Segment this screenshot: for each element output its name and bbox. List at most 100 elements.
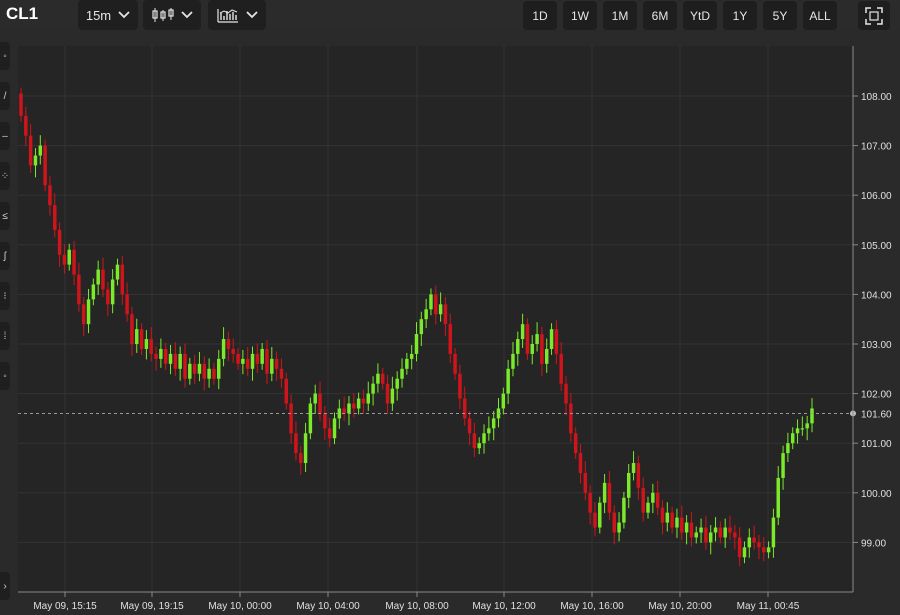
candle: [559, 353, 563, 384]
candle: [236, 353, 240, 364]
candle: [573, 433, 578, 454]
last-price-label: 101.60: [861, 409, 892, 420]
range-ytd-button[interactable]: YtD: [683, 1, 717, 30]
interval-dropdown[interactable]: 15m: [78, 0, 138, 30]
candle: [173, 353, 178, 369]
chart-toolbar: CL1 15m 1D 1W 1M 6M YtD 1Y 5Y ALL: [0, 0, 900, 30]
range-1m-button[interactable]: 1M: [603, 1, 637, 30]
candle: [617, 522, 621, 533]
candle: [598, 502, 602, 528]
candle: [299, 453, 303, 464]
range-1d-button[interactable]: 1D: [523, 1, 557, 30]
tool-crosshair[interactable]: ◦: [0, 42, 10, 70]
y-tick-label: 103.00: [861, 340, 892, 351]
tool-fibonacci[interactable]: ≤: [0, 202, 10, 230]
brush-icon: ʃ: [3, 250, 7, 262]
y-tick-label: 107.00: [861, 142, 892, 153]
candle: [19, 93, 23, 116]
candle: [101, 269, 105, 290]
candle: [67, 249, 71, 265]
candle: [120, 264, 125, 295]
candle: [723, 527, 727, 538]
tool-pattern[interactable]: ⁘: [0, 162, 10, 190]
candle: [699, 527, 703, 533]
candle: [149, 339, 153, 354]
candle: [400, 368, 404, 379]
candle: [631, 463, 636, 473]
candle: [250, 353, 255, 369]
candle: [516, 339, 520, 354]
candle: [718, 527, 723, 538]
range-1y-button[interactable]: 1Y: [723, 1, 757, 30]
fullscreen-icon: [865, 6, 883, 25]
candle: [308, 403, 313, 434]
candle: [544, 348, 549, 364]
candle: [434, 294, 438, 315]
candle: [284, 378, 289, 404]
candle: [747, 537, 752, 548]
measure-icon: ◦: [3, 370, 7, 382]
tool-measure[interactable]: ◦: [0, 362, 10, 390]
range-1w-button[interactable]: 1W: [563, 1, 597, 30]
candle: [766, 547, 771, 553]
candle: [385, 383, 390, 404]
candle: [651, 492, 655, 503]
tool-expand[interactable]: ›: [0, 572, 10, 600]
candle: [159, 348, 163, 359]
candle: [443, 304, 448, 325]
candle: [660, 507, 665, 523]
candle: [178, 353, 182, 369]
x-tick-label: May 10, 12:00: [472, 601, 536, 612]
candle: [241, 358, 245, 364]
candle: [800, 428, 805, 430]
candle: [313, 393, 317, 404]
candle: [588, 492, 592, 513]
tool-text[interactable]: ⁞: [0, 322, 10, 350]
candle: [549, 329, 554, 349]
line-icon: /: [3, 90, 7, 102]
candle: [371, 383, 375, 394]
candle: [733, 532, 737, 538]
candle: [347, 403, 351, 414]
tool-brush[interactable]: ʃ: [0, 242, 10, 270]
candle: [279, 368, 284, 379]
candle: [520, 324, 525, 340]
candle: [636, 463, 641, 488]
tool-line[interactable]: /: [0, 82, 10, 110]
x-tick-label: May 10, 16:00: [560, 601, 624, 612]
range-6m-button[interactable]: 6M: [643, 1, 677, 30]
candle: [376, 373, 380, 384]
candle: [323, 413, 327, 429]
tool-shapes[interactable]: ⁝: [0, 282, 10, 310]
range-5y-button[interactable]: 5Y: [763, 1, 797, 30]
text-icon: ⁞: [3, 330, 7, 342]
candle: [424, 309, 428, 320]
candle: [57, 229, 62, 255]
candle: [163, 348, 168, 364]
candle: [501, 393, 506, 409]
candle: [655, 492, 660, 508]
candle: [776, 477, 780, 518]
chevron-down-icon: [180, 11, 193, 19]
y-tick-label: 105.00: [861, 241, 892, 252]
candle: [197, 363, 202, 374]
candle: [318, 393, 322, 414]
candle: [405, 358, 409, 369]
candle: [506, 368, 510, 394]
candle: [429, 294, 433, 310]
range-all-button[interactable]: ALL: [803, 1, 837, 30]
candle: [771, 517, 776, 548]
chart-type-dropdown[interactable]: [143, 0, 201, 30]
fullscreen-button[interactable]: [858, 1, 890, 30]
candle: [135, 329, 139, 344]
candle: [337, 408, 342, 419]
candle: [728, 527, 732, 533]
indicators-dropdown[interactable]: [208, 0, 266, 30]
candle: [414, 334, 419, 354]
candle: [366, 393, 371, 404]
y-tick-label: 101.00: [861, 439, 892, 450]
shapes-icon: ⁝: [3, 290, 7, 302]
tool-horizontal-line[interactable]: –: [0, 122, 10, 150]
candle: [737, 537, 742, 558]
